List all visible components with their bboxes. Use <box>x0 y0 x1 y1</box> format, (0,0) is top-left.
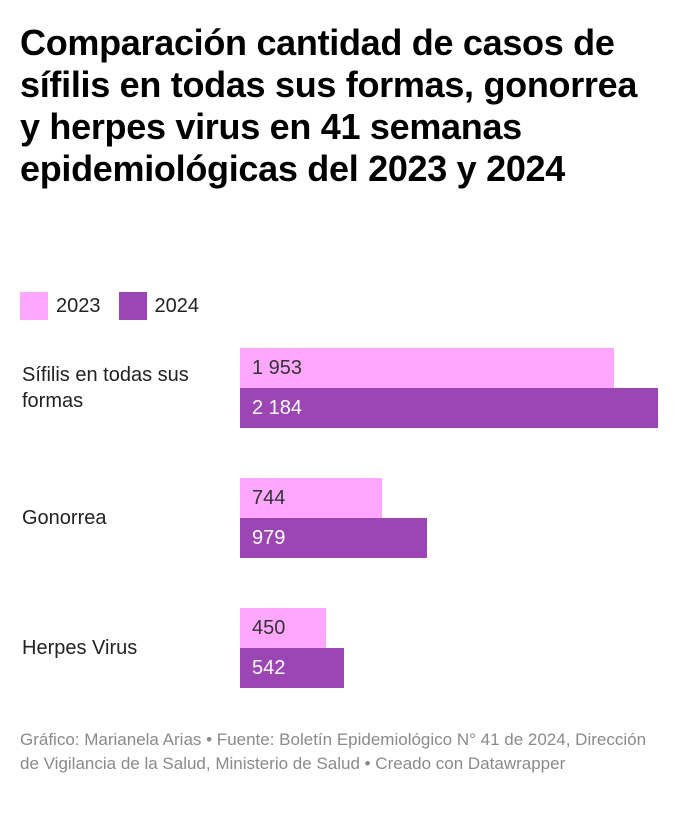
category-label: Herpes Virus <box>22 637 138 659</box>
category-label: Gonorrea <box>22 507 107 529</box>
bar-value-label: 450 <box>252 617 286 639</box>
bar-2023: 1 953 <box>240 348 614 388</box>
bar-2024: 979 <box>240 518 427 558</box>
bar-value-label: 2 184 <box>252 397 303 419</box>
legend-label-2024: 2024 <box>154 294 200 317</box>
bar-2023: 744 <box>240 478 382 518</box>
bar-2024: 542 <box>240 648 344 688</box>
legend-item-2024: 2024 <box>118 292 200 320</box>
bar-value-label: 744 <box>252 487 286 509</box>
bar-value-label: 979 <box>252 527 286 549</box>
bar-value-label: 1 953 <box>252 357 303 379</box>
chart-footer: Gráfico: Marianela Arias • Fuente: Bolet… <box>20 730 647 773</box>
bar-2023: 450 <box>240 608 326 648</box>
bar-2024: 2 184 <box>240 388 658 428</box>
category-label: Sífilis en todas sus formas <box>22 364 189 412</box>
legend-item-2023: 2023 <box>20 292 101 320</box>
legend: 2023 2024 <box>20 292 217 320</box>
legend-swatch-2023 <box>20 292 48 320</box>
legend-label-2023: 2023 <box>56 294 101 317</box>
bar-value-label: 542 <box>252 657 286 679</box>
chart-title: Comparación cantidad de casos de sífilis… <box>20 22 638 189</box>
legend-swatch-2024 <box>118 292 147 320</box>
